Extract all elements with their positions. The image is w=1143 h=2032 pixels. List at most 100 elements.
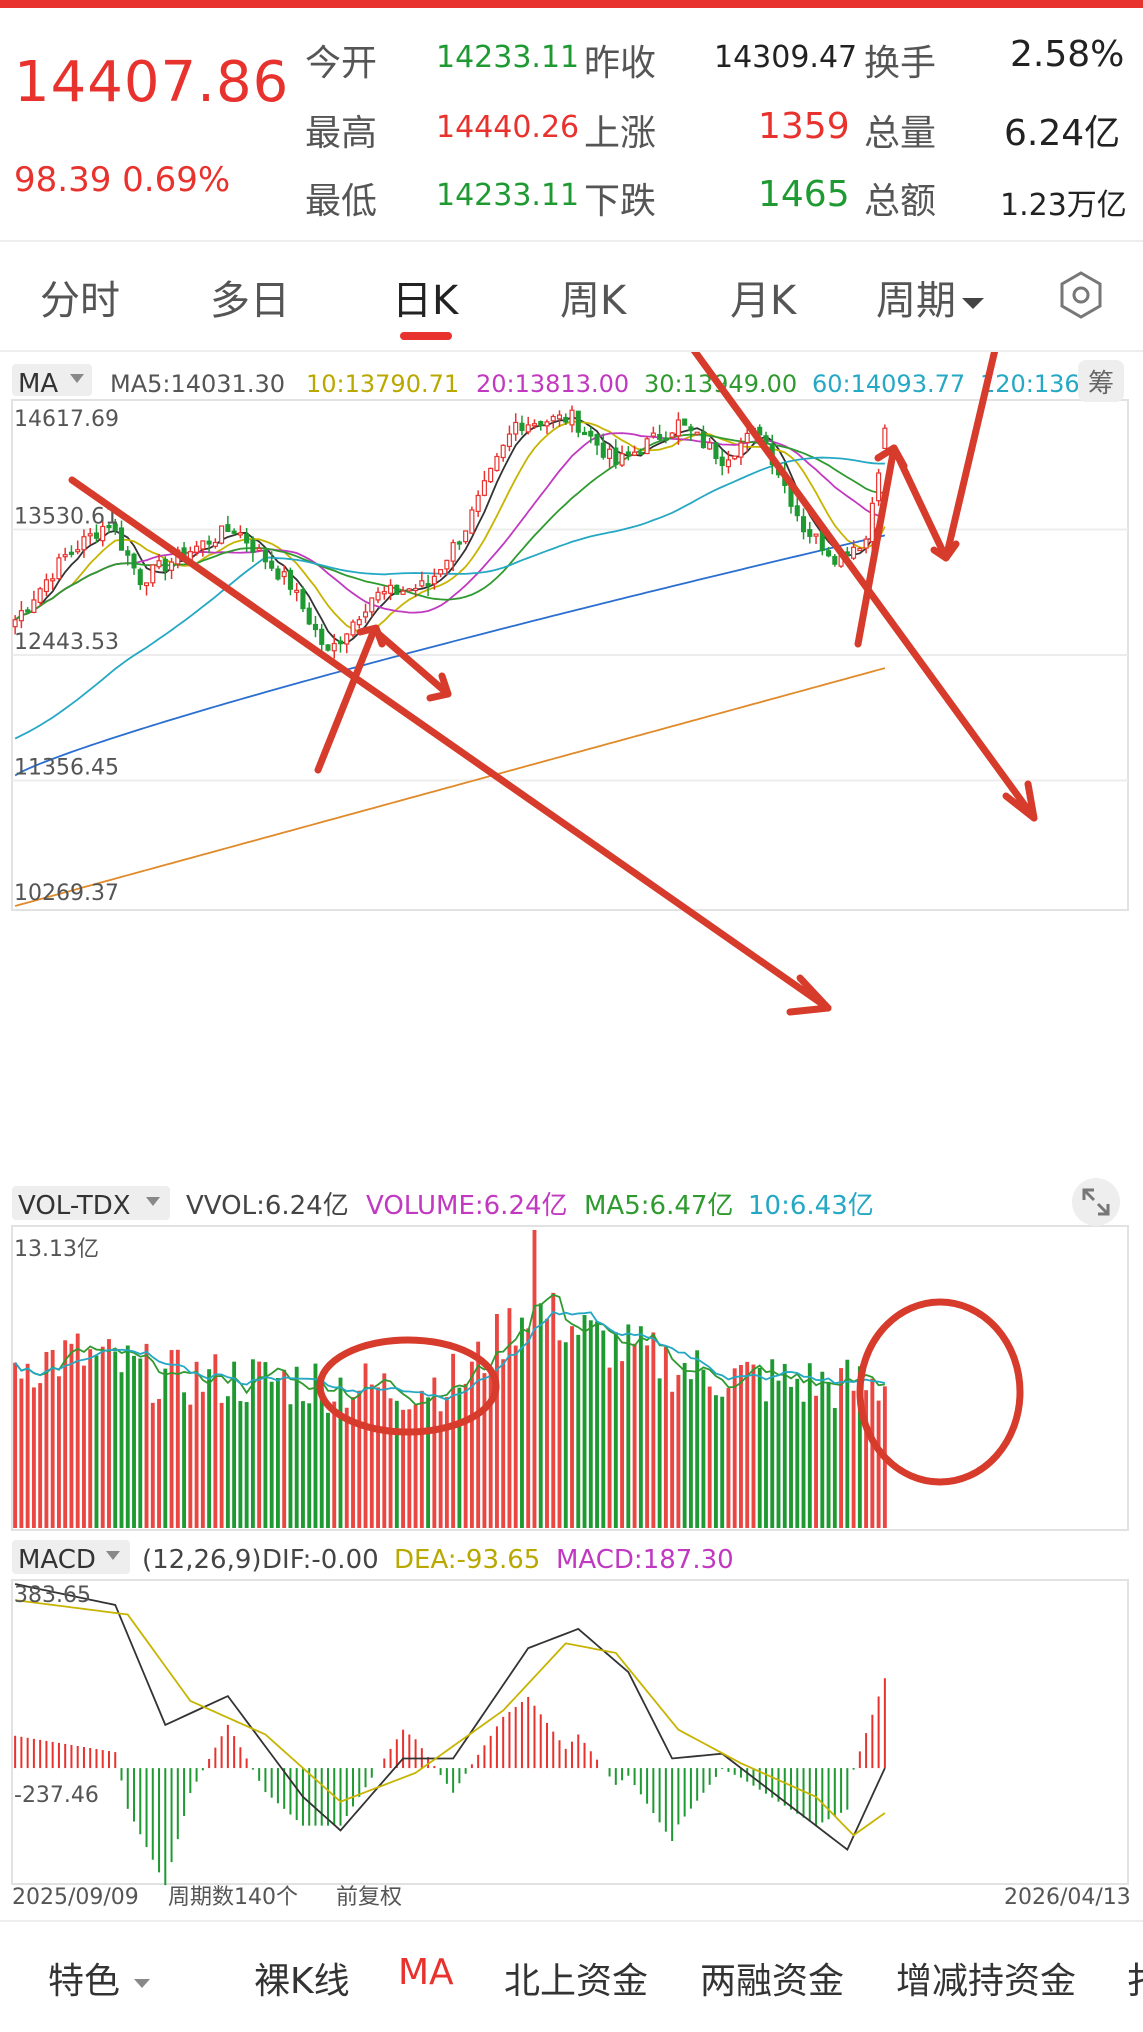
candle <box>519 415 525 436</box>
macd-selector-label: MACD <box>18 1545 96 1575</box>
candle <box>531 419 538 430</box>
volume-bar <box>682 1362 687 1528</box>
volume-bar <box>401 1409 406 1528</box>
volume-axis-tick: 13.13亿 <box>14 1237 99 1262</box>
bottom-tab-special[interactable]: 特色 <box>48 1952 151 2004</box>
candle <box>143 582 150 596</box>
tab-monthly-k[interactable]: 月K <box>730 278 797 324</box>
value-down: 1465 <box>758 174 850 215</box>
volume-bar <box>451 1353 456 1528</box>
bottom-tab-naked-k[interactable]: 裸K线 <box>254 1961 350 2002</box>
candle <box>807 521 813 544</box>
ma120-line <box>14 534 886 777</box>
volume-bar <box>169 1350 174 1528</box>
ma-selector[interactable] <box>12 364 92 396</box>
label-low: 最低 <box>305 181 378 222</box>
period-count: 周期数140个 <box>168 1885 298 1910</box>
volume-bar <box>113 1351 118 1528</box>
volume-bar <box>507 1308 512 1528</box>
volume-bar <box>789 1386 793 1528</box>
candle <box>137 567 143 590</box>
price-change: 98.39 0.69% <box>14 160 231 200</box>
volume-bar <box>695 1350 700 1528</box>
legend-ma120: 120:136 <box>980 370 1080 398</box>
last-price: 14407.86 <box>14 50 290 115</box>
volume-bar <box>826 1381 831 1528</box>
candle <box>200 540 206 557</box>
bottom-tab-margin[interactable]: 两融资金 <box>700 1961 845 2002</box>
volume-indicator-selector[interactable] <box>12 1186 170 1220</box>
volume-bar <box>757 1367 762 1528</box>
volume-bar <box>44 1351 49 1528</box>
candle <box>431 568 437 590</box>
volume-bar <box>238 1401 243 1528</box>
volume-bar <box>338 1377 343 1528</box>
candle <box>62 547 68 561</box>
price-tick: 12443.53 <box>14 630 119 655</box>
expand-button[interactable] <box>1072 1178 1120 1226</box>
chevron-down-icon <box>134 1978 151 1988</box>
tab-period-dropdown[interactable]: 周期 <box>876 268 984 326</box>
tab-intraday[interactable]: 分时 <box>40 278 120 324</box>
candle <box>93 524 100 543</box>
volume-bar <box>876 1400 881 1528</box>
volume-bar <box>288 1404 293 1528</box>
candle <box>25 607 31 614</box>
tab-multiday[interactable]: 多日 <box>210 278 290 324</box>
volume-bar <box>419 1390 424 1528</box>
tab-daily-k[interactable]: 日K <box>392 278 459 324</box>
tab-period-label: 周期 <box>876 278 956 324</box>
candle <box>425 574 431 597</box>
candle <box>506 425 512 452</box>
candle <box>169 557 175 579</box>
volume-bar <box>726 1388 731 1528</box>
candle <box>256 544 262 552</box>
bottom-tab-more[interactable]: 扌 <box>1126 1952 1143 2004</box>
volume-bar <box>469 1361 474 1528</box>
volume-bar <box>132 1355 136 1528</box>
bottom-tab-ma[interactable]: MA <box>398 1952 454 1993</box>
bottom-tab-holdings-change[interactable]: 增减持资金 <box>896 1961 1077 2002</box>
volume-bar <box>520 1317 524 1528</box>
candle <box>475 490 481 517</box>
candle <box>281 565 287 585</box>
candle <box>37 586 43 606</box>
volume-bar <box>244 1402 249 1528</box>
candle <box>600 433 606 460</box>
volume-bar <box>570 1326 574 1528</box>
candle <box>488 467 494 484</box>
annotation-zigzag-up <box>854 352 999 648</box>
price-tick: 14617.69 <box>14 407 119 432</box>
candle <box>275 565 281 581</box>
ma60-line <box>14 456 885 740</box>
divider <box>0 350 1143 352</box>
main-panel-header: MA MA5:14031.30 10:13790.71 20:13813.00 … <box>12 360 1124 402</box>
candle <box>882 424 888 449</box>
candle <box>575 410 581 438</box>
candle <box>669 432 675 439</box>
bottom-tab-northbound[interactable]: 北上资金 <box>504 1961 649 2002</box>
panel-frame <box>11 1225 1129 1531</box>
candle <box>212 538 218 549</box>
volume-bar <box>13 1362 18 1528</box>
volume-bar <box>344 1407 349 1528</box>
volume-bar <box>175 1349 180 1528</box>
volume-bar <box>588 1320 593 1528</box>
settings-hexagon-icon[interactable] <box>1056 270 1106 320</box>
candle <box>632 445 638 457</box>
macd-legend: (12,26,9) DIF:-0.00 DEA:-93.65 MACD:187.… <box>142 1545 734 1575</box>
tab-weekly-k[interactable]: 周K <box>560 278 627 324</box>
candle <box>50 573 56 590</box>
volume-bar <box>701 1369 706 1528</box>
macd-selector[interactable] <box>12 1540 130 1574</box>
volume-bar <box>19 1378 24 1528</box>
value-amount: 1.23万亿 <box>1000 188 1127 223</box>
candle <box>513 413 519 441</box>
candle <box>876 468 882 506</box>
volume-bar <box>764 1401 768 1528</box>
candle <box>225 515 231 533</box>
chip-distribution-button[interactable] <box>1078 360 1124 402</box>
expand-icon <box>1082 1188 1110 1216</box>
moving-average-lines <box>14 416 886 907</box>
volume-bar <box>782 1363 787 1528</box>
